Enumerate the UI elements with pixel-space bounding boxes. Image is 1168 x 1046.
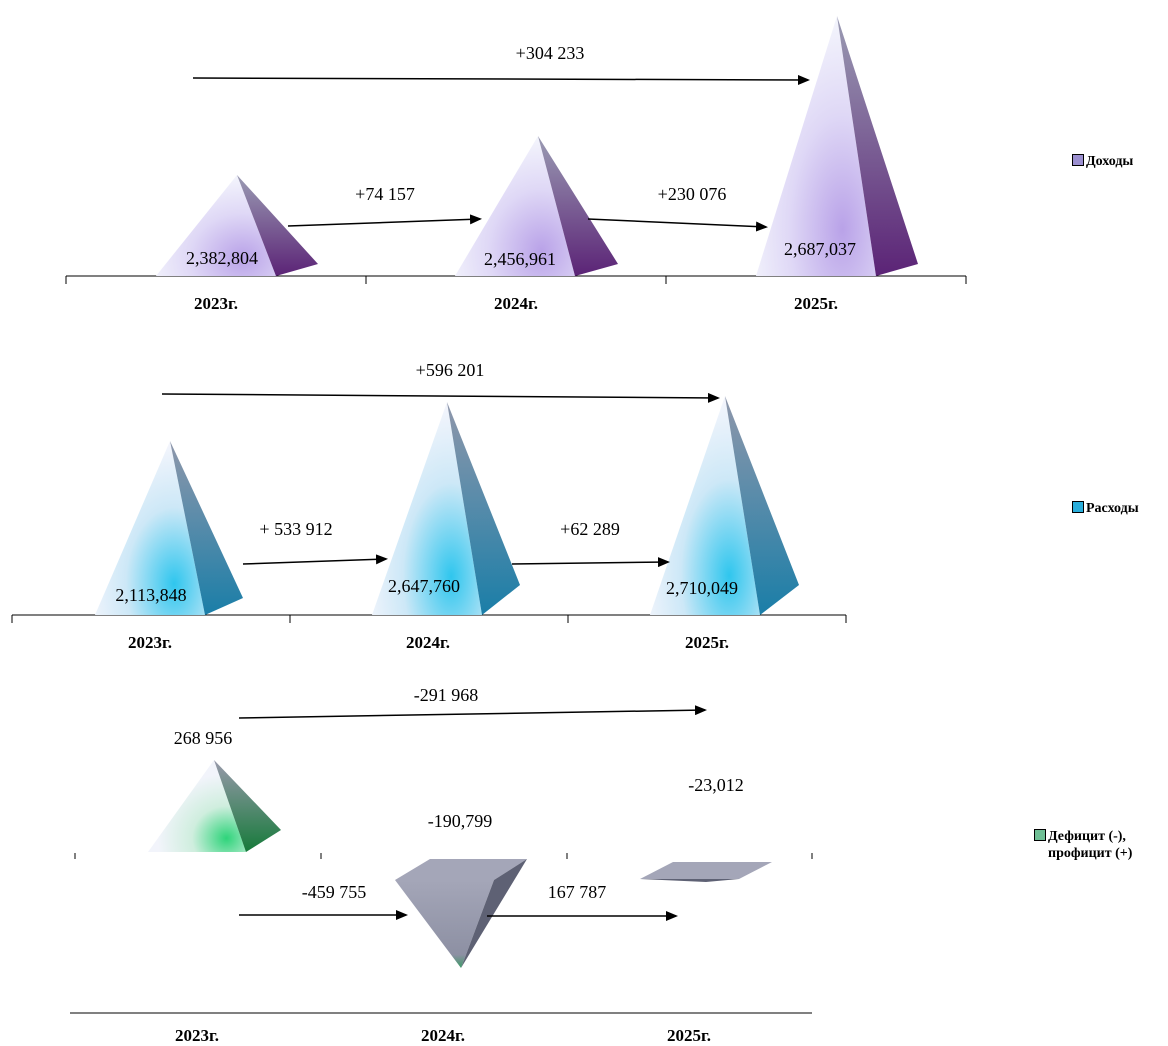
change-arrow-1 [287, 214, 482, 227]
data-label-2025: -23,012 [688, 775, 744, 795]
data-label-2025: 2,710,049 [666, 578, 738, 598]
x-tick-label-2023: 2023г. [194, 294, 238, 313]
chart-expenses: 2,113,848 2,647,760 2,710,049 + 533 912 … [11, 360, 847, 652]
legend-swatch-income [1072, 154, 1084, 166]
change-arrow-1 [238, 705, 707, 719]
change-label-2: 167 787 [548, 882, 607, 902]
change-arrow-1 [242, 554, 388, 565]
bar-2023 [95, 441, 243, 615]
bar-2025 [640, 862, 772, 882]
chart-balance: 268 956 -190,799 -23,012 -291 968 -459 7… [70, 685, 813, 1045]
total-change-label: +304 233 [516, 43, 585, 63]
legend-balance: Дефицит (-), профицит (+) [1034, 828, 1132, 862]
legend-label-balance: Дефицит (-), профицит (+) [1048, 829, 1133, 861]
change-label-1: -459 755 [302, 882, 367, 902]
legend-income: Доходы [1072, 153, 1133, 170]
change-label-1: +74 157 [355, 184, 415, 204]
bar-2025 [650, 396, 799, 615]
total-arrow [192, 74, 810, 85]
data-label-2023: 268 956 [174, 728, 233, 748]
data-label-2024: 2,456,961 [484, 249, 556, 269]
chart-income: 2,382,804 2,456,961 2,687,037 +74 157 +2… [65, 16, 967, 313]
data-label-2023: 2,113,848 [115, 585, 186, 605]
change-label-2: +230 076 [658, 184, 727, 204]
x-tick-label-2023: 2023г. [128, 633, 172, 652]
x-tick-label-2025: 2025г. [794, 294, 838, 313]
x-tick-label-2025: 2025г. [667, 1026, 711, 1045]
legend-label-expenses: Расходы [1086, 501, 1139, 516]
change-arrow-2 [511, 557, 670, 568]
x-tick-label-2024: 2024г. [494, 294, 538, 313]
legend-swatch-balance [1034, 829, 1046, 841]
legend-expenses: Расходы [1072, 500, 1139, 517]
bar-2024 [455, 136, 618, 276]
bar-2024 [395, 859, 527, 968]
data-label-2023: 2,382,804 [186, 248, 258, 268]
x-tick-label-2024: 2024г. [421, 1026, 465, 1045]
data-label-2024: -190,799 [428, 811, 493, 831]
total-change-label: +596 201 [416, 360, 485, 380]
total-arrow [161, 392, 720, 403]
legend-swatch-expenses [1072, 501, 1084, 513]
change-arrow-2 [587, 218, 768, 232]
x-tick-label-2023: 2023г. [175, 1026, 219, 1045]
change-label-1: + 533 912 [259, 519, 332, 539]
bar-2023 [156, 175, 318, 276]
x-tick-label-2024: 2024г. [406, 633, 450, 652]
data-label-2024: 2,647,760 [388, 576, 460, 596]
bar-2024 [372, 402, 520, 615]
legend-label-income: Доходы [1086, 154, 1134, 169]
bar-2023 [148, 760, 281, 852]
change-label-2: +62 289 [560, 519, 620, 539]
x-tick-label-2025: 2025г. [685, 633, 729, 652]
bar-2025 [756, 16, 918, 276]
total-change-label: -291 968 [414, 685, 479, 705]
data-label-2025: 2,687,037 [784, 239, 856, 259]
